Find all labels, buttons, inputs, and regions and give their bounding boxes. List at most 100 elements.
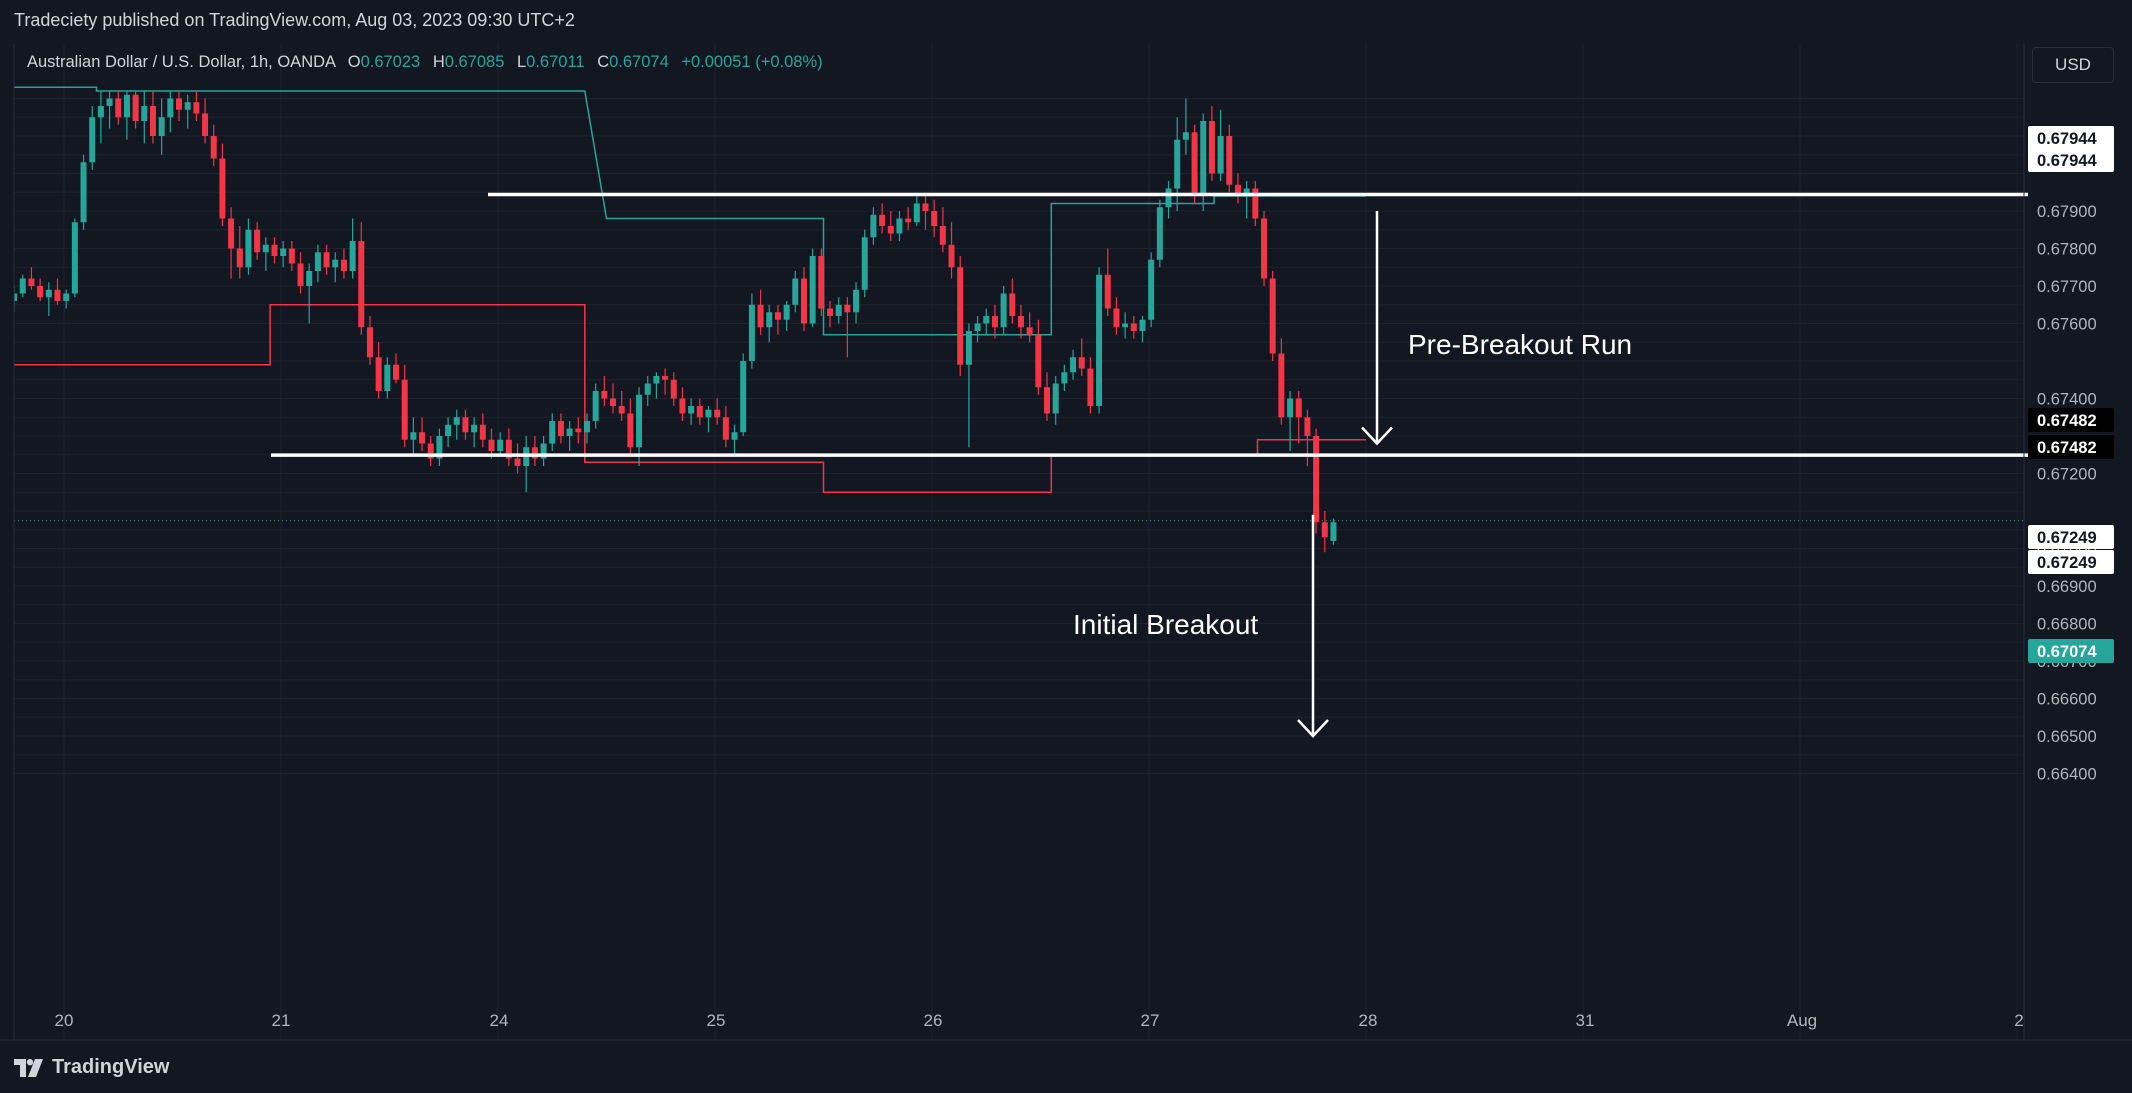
- candle-down[interactable]: [1261, 211, 1268, 286]
- candle-up[interactable]: [1330, 518, 1337, 545]
- candle-down[interactable]: [462, 409, 469, 440]
- candle-down[interactable]: [236, 226, 243, 279]
- candle-up[interactable]: [965, 323, 972, 448]
- candle-up[interactable]: [471, 417, 478, 448]
- candle-up[interactable]: [158, 98, 165, 155]
- candle-down[interactable]: [1321, 511, 1328, 553]
- candle-up[interactable]: [262, 237, 269, 271]
- candle-down[interactable]: [297, 252, 304, 294]
- candle-down[interactable]: [1078, 338, 1085, 377]
- candle-up[interactable]: [453, 409, 460, 440]
- candle-up[interactable]: [245, 218, 252, 275]
- tradingview-logo[interactable]: TradingView: [14, 1056, 169, 1079]
- candle-down[interactable]: [323, 244, 330, 275]
- candle-up[interactable]: [740, 353, 747, 437]
- candle-down[interactable]: [800, 267, 807, 331]
- candle-up[interactable]: [1287, 391, 1294, 451]
- symbol-name[interactable]: Australian Dollar / U.S. Dollar, 1h, OAN…: [27, 53, 336, 71]
- breakout-arrow[interactable]: [1297, 514, 1329, 738]
- candle-up[interactable]: [1052, 376, 1059, 425]
- candle-down[interactable]: [193, 91, 200, 121]
- candle-down[interactable]: [419, 417, 426, 451]
- candle-up[interactable]: [1122, 312, 1129, 339]
- candle-down[interactable]: [1208, 106, 1215, 181]
- candle-down[interactable]: [358, 222, 365, 335]
- candle-down[interactable]: [115, 91, 122, 125]
- candle-down[interactable]: [132, 91, 139, 129]
- candle-down[interactable]: [610, 383, 617, 414]
- candle-down[interactable]: [557, 413, 564, 444]
- candle-down[interactable]: [601, 376, 608, 406]
- candle-down[interactable]: [28, 267, 35, 290]
- candle-up[interactable]: [314, 244, 321, 283]
- candle-down[interactable]: [679, 387, 686, 421]
- candle-up[interactable]: [809, 248, 816, 328]
- candle-down[interactable]: [401, 364, 408, 448]
- candle-up[interactable]: [748, 293, 755, 369]
- candle-down[interactable]: [948, 222, 955, 279]
- candle-down[interactable]: [366, 316, 373, 365]
- candle-up[interactable]: [45, 282, 52, 316]
- candle-down[interactable]: [1026, 312, 1033, 343]
- candle-up[interactable]: [688, 398, 695, 425]
- candle-down[interactable]: [1104, 248, 1111, 317]
- candle-down[interactable]: [722, 406, 729, 448]
- candle-down[interactable]: [774, 304, 781, 335]
- candle-up[interactable]: [89, 106, 96, 170]
- candle-up[interactable]: [349, 218, 356, 279]
- candle-up[interactable]: [792, 271, 799, 313]
- candle-up[interactable]: [184, 94, 191, 129]
- candle-up[interactable]: [983, 308, 990, 335]
- candle-up[interactable]: [592, 383, 599, 429]
- candle-up[interactable]: [1243, 181, 1250, 219]
- candle-down[interactable]: [531, 436, 538, 466]
- candle-up[interactable]: [71, 218, 78, 298]
- candle-up[interactable]: [835, 297, 842, 324]
- candle-up[interactable]: [1096, 267, 1103, 414]
- candle-up[interactable]: [123, 91, 130, 140]
- candle-down[interactable]: [210, 124, 217, 166]
- candle-up[interactable]: [106, 91, 113, 129]
- candle-up[interactable]: [549, 413, 556, 452]
- candle-down[interactable]: [662, 368, 669, 395]
- candle-down[interactable]: [1226, 124, 1233, 193]
- candle-up[interactable]: [1217, 109, 1224, 181]
- time-axis[interactable]: 20 21 24 25 26 27 28 31 Aug 2: [0, 1011, 2132, 1041]
- candle-up[interactable]: [705, 406, 712, 433]
- candle-up[interactable]: [167, 91, 174, 133]
- candle-down[interactable]: [254, 222, 261, 260]
- candle-down[interactable]: [340, 248, 347, 279]
- candle-down[interactable]: [957, 256, 964, 376]
- candle-up[interactable]: [497, 432, 504, 455]
- candle-up[interactable]: [1070, 349, 1077, 380]
- candle-down[interactable]: [627, 398, 634, 455]
- candle-up[interactable]: [540, 436, 547, 466]
- candle-down[interactable]: [271, 237, 278, 264]
- candle-down[interactable]: [202, 98, 209, 144]
- candle-up[interactable]: [436, 428, 443, 467]
- candle-up[interactable]: [1182, 98, 1189, 155]
- candle-down[interactable]: [714, 398, 721, 425]
- candle-up[interactable]: [783, 301, 790, 331]
- candle-down[interactable]: [1009, 278, 1016, 324]
- candle-down[interactable]: [375, 342, 382, 399]
- candle-down[interactable]: [696, 398, 703, 425]
- candle-up[interactable]: [19, 274, 26, 298]
- candle-up[interactable]: [80, 154, 87, 230]
- candle-down[interactable]: [288, 241, 295, 271]
- candle-down[interactable]: [37, 278, 44, 302]
- candle-down[interactable]: [1044, 372, 1051, 421]
- candle-up[interactable]: [280, 241, 287, 268]
- candle-up[interactable]: [853, 282, 860, 324]
- candle-up[interactable]: [445, 417, 452, 448]
- candle-down[interactable]: [922, 196, 929, 230]
- candle-up[interactable]: [861, 229, 868, 298]
- candle-down[interactable]: [1313, 428, 1320, 534]
- candle-down[interactable]: [827, 301, 834, 328]
- candle-down[interactable]: [1278, 338, 1285, 425]
- candle-up[interactable]: [644, 376, 651, 406]
- candle-down[interactable]: [931, 199, 938, 238]
- candle-down[interactable]: [1295, 391, 1302, 444]
